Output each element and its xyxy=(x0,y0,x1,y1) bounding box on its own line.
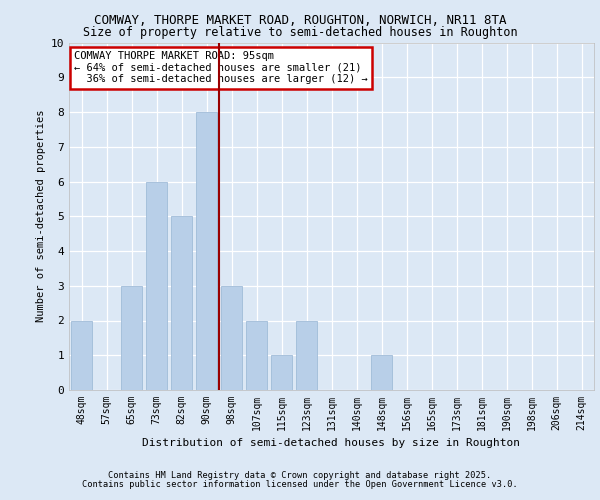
Bar xyxy=(221,286,242,390)
Y-axis label: Number of semi-detached properties: Number of semi-detached properties xyxy=(37,110,46,322)
Bar xyxy=(121,286,142,390)
X-axis label: Distribution of semi-detached houses by size in Roughton: Distribution of semi-detached houses by … xyxy=(143,438,521,448)
Text: COMWAY, THORPE MARKET ROAD, ROUGHTON, NORWICH, NR11 8TA: COMWAY, THORPE MARKET ROAD, ROUGHTON, NO… xyxy=(94,14,506,27)
Bar xyxy=(196,112,217,390)
Text: COMWAY THORPE MARKET ROAD: 95sqm
← 64% of semi-detached houses are smaller (21)
: COMWAY THORPE MARKET ROAD: 95sqm ← 64% o… xyxy=(74,51,368,84)
Bar xyxy=(171,216,192,390)
Bar xyxy=(146,182,167,390)
Bar xyxy=(296,320,317,390)
Bar xyxy=(71,320,92,390)
Bar xyxy=(371,355,392,390)
Text: Size of property relative to semi-detached houses in Roughton: Size of property relative to semi-detach… xyxy=(83,26,517,39)
Text: Contains HM Land Registry data © Crown copyright and database right 2025.: Contains HM Land Registry data © Crown c… xyxy=(109,471,491,480)
Bar xyxy=(271,355,292,390)
Text: Contains public sector information licensed under the Open Government Licence v3: Contains public sector information licen… xyxy=(82,480,518,489)
Bar xyxy=(246,320,267,390)
